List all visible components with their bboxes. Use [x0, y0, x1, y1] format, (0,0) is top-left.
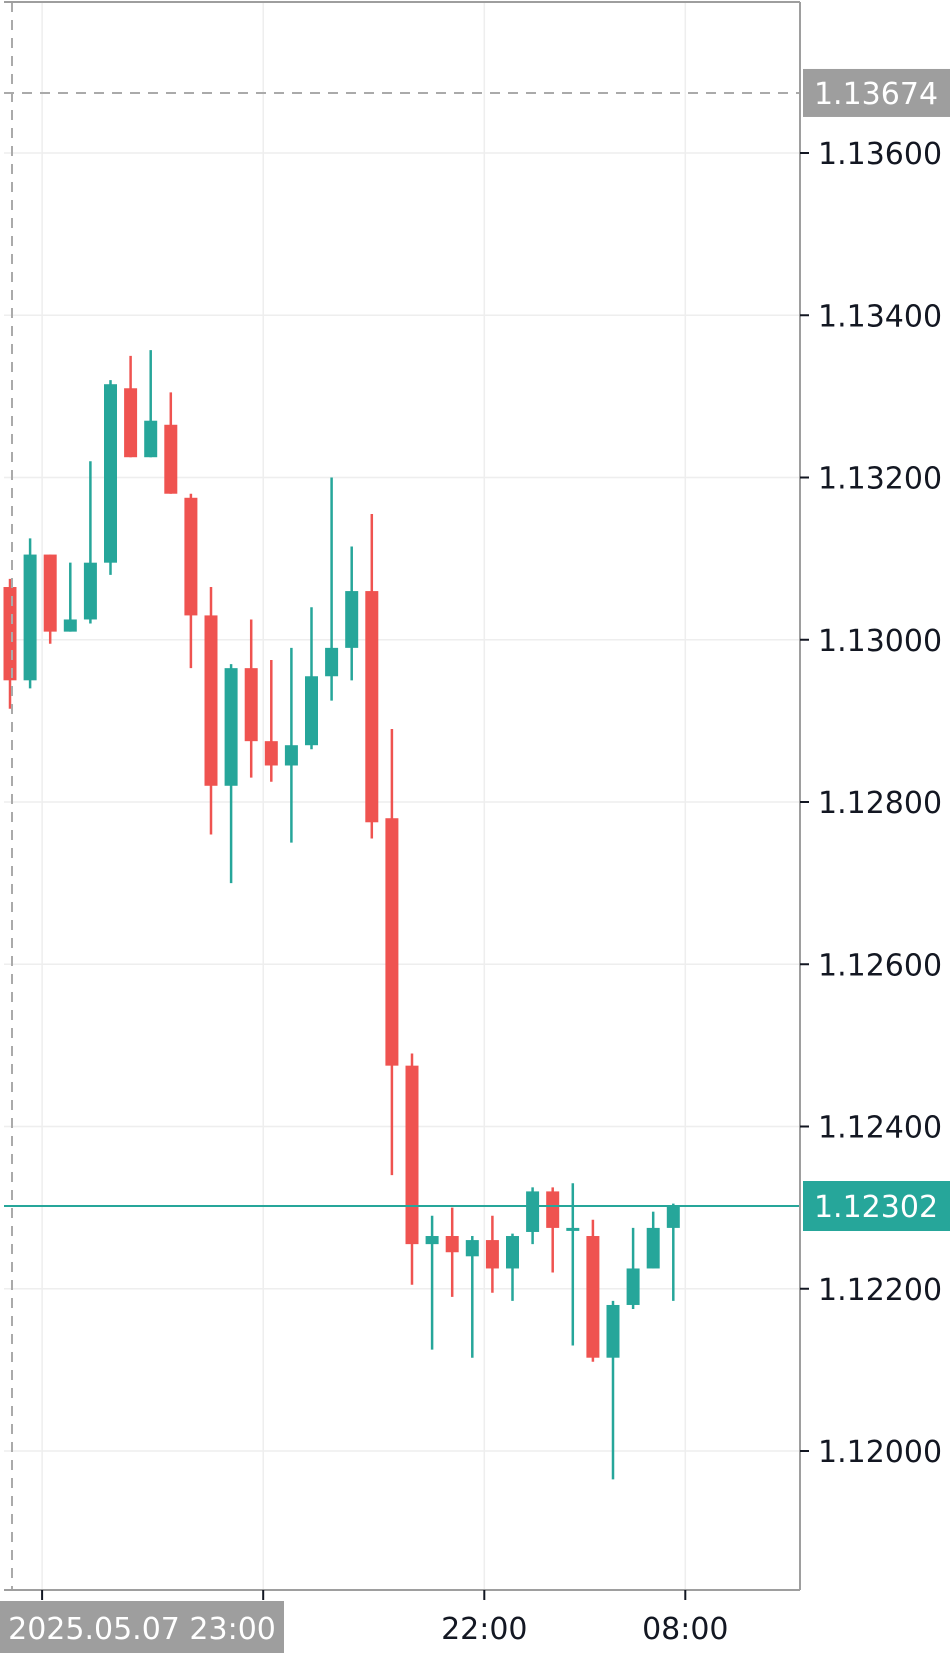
candle-body: [83, 562, 97, 620]
candle-body: [506, 1236, 519, 1269]
price-tick-label: 1.12600: [818, 948, 942, 983]
axes: [4, 1, 809, 1600]
candle-body: [23, 554, 37, 681]
candle-body: [586, 1236, 600, 1358]
crosshair-price-text: 1.13674: [814, 77, 938, 112]
candle-body: [43, 554, 57, 632]
last-price-tag: [803, 1181, 950, 1232]
candle-body: [204, 615, 218, 786]
candles: [3, 350, 680, 1480]
candle-body: [626, 1268, 640, 1305]
candle-body: [606, 1304, 620, 1358]
candle-body: [104, 384, 117, 563]
candle-body: [365, 591, 379, 823]
candle-body: [63, 619, 77, 632]
gridlines: [4, 2, 800, 1590]
crosshair-price-tag: [803, 68, 950, 117]
last-price-text: 1.12302: [814, 1190, 938, 1225]
price-tick-label: 1.13000: [818, 624, 942, 659]
candle-body: [144, 420, 158, 458]
price-tick-label: 1.12200: [818, 1273, 942, 1308]
candle-body: [164, 424, 178, 494]
candle-body: [646, 1227, 660, 1269]
price-tick-label: 1.12000: [818, 1435, 942, 1470]
candle-body: [284, 745, 298, 766]
crosshair-time-tag: [0, 1601, 284, 1653]
candle-body: [124, 388, 138, 458]
candle-body: [244, 668, 258, 742]
candle-body: [405, 1065, 419, 1245]
candle-body: [465, 1240, 479, 1257]
candle-body: [224, 668, 238, 786]
candle-body: [485, 1240, 499, 1269]
candle-body: [566, 1227, 580, 1231]
candle-body: [425, 1236, 439, 1245]
overlays: [4, 2, 800, 1590]
candle-body: [184, 497, 198, 616]
price-tick-label: 1.13400: [818, 299, 942, 334]
candle-body: [546, 1191, 560, 1228]
candle-body: [325, 647, 339, 677]
candle-body: [666, 1206, 680, 1228]
price-tick-label: 1.13200: [818, 462, 942, 497]
axis-labels: 1.13600 1.13400 1.13200 1.13000 1.12800 1.126…: [0, 68, 950, 1653]
candle-body: [345, 591, 359, 648]
candle-body: [264, 741, 278, 766]
candle-body: [3, 587, 17, 681]
candle-body: [445, 1236, 459, 1253]
time-tick-label: 08:00: [642, 1612, 728, 1647]
price-tick-label: 1.12400: [818, 1111, 942, 1146]
candle-body: [526, 1191, 540, 1232]
crosshair-time-text: 2025.05.07 23:00: [8, 1612, 276, 1647]
time-tick-label: 22:00: [441, 1612, 527, 1647]
price-tick-label: 1.13600: [818, 137, 942, 172]
candle-body: [385, 818, 399, 1066]
candle-body: [305, 676, 318, 746]
price-tick-label: 1.12800: [818, 786, 942, 821]
